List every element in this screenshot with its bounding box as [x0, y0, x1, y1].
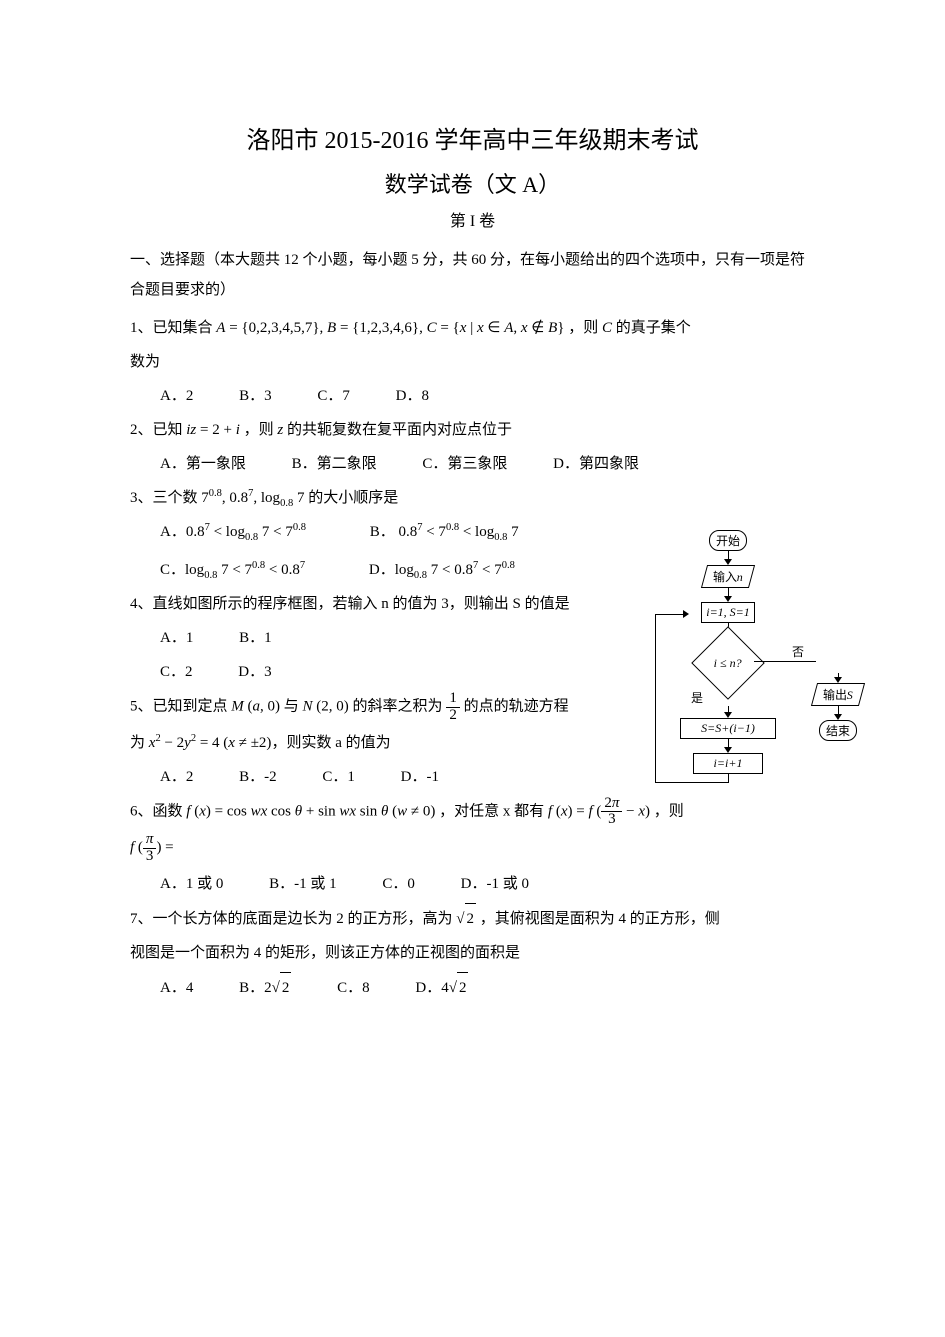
q2-opt-a: A．第一象限 — [160, 449, 246, 479]
fc-output: 输出 S — [811, 683, 865, 706]
q1-opt-b: B．3 — [239, 381, 272, 411]
q3-stem-pre: 3、三个数 — [130, 490, 201, 506]
flowchart-diagram: 开始 输入 n i=1, S=1 i ≤ n? 否 是 S=S+(i−1) i=… — [673, 530, 883, 774]
fc-yes-label: 是 — [691, 689, 703, 706]
title-section: 第 I 卷 — [130, 207, 815, 231]
q2-stem-post: ，则 z 的共轭复数在复平面内对应点位于 — [240, 422, 512, 438]
q6-options: A．1 或 0 B．-1 或 1 C．0 D．-1 或 0 — [130, 869, 815, 899]
q5-post: 的斜率之积为 — [349, 699, 447, 715]
q7-opt-a: A．4 — [160, 973, 193, 1003]
q1-opt-c: C．7 — [317, 381, 350, 411]
q6-mid: ，对任意 x 都有 — [435, 803, 548, 819]
q1-stem-pre: 1、已知集合 — [130, 320, 216, 336]
q6-opt-d: D．-1 或 0 — [461, 869, 529, 899]
q7-opt-d: D．4√2 — [415, 972, 468, 1003]
fc-cond: i ≤ n? — [691, 626, 765, 700]
q7-opt-c: C．8 — [337, 973, 370, 1003]
question-3: 3、三个数 70.8, 0.87, log0.8 7 的大小顺序是 — [130, 483, 815, 513]
q1-line2: 数为 — [130, 347, 815, 377]
q1-options: A．2 B．3 C．7 D．8 — [130, 381, 815, 411]
q6-opt-b: B．-1 或 1 — [269, 869, 337, 899]
q5-frac: 12 — [446, 691, 460, 724]
q4-opt-a: A．1 — [160, 623, 193, 653]
fc-init: i=1, S=1 — [701, 602, 755, 623]
q5-mid: 与 — [280, 699, 303, 715]
q2-opt-d: D．第四象限 — [553, 449, 639, 479]
fc-start: 开始 — [709, 530, 747, 551]
q6-pre: 6、函数 — [130, 803, 186, 819]
q6-frac2: π3 — [143, 832, 157, 865]
q5-pre: 5、已知到定点 — [130, 699, 231, 715]
q2-opt-b: B．第二象限 — [292, 449, 377, 479]
q3-opt-b: B． 0.87 < 70.8 < log0.8 7 — [370, 517, 519, 547]
question-2: 2、已知 iz = 2 + i ，则 z 的共轭复数在复平面内对应点位于 — [130, 415, 815, 445]
q4-opt-d: D．3 — [238, 657, 271, 687]
fc-no-label: 否 — [792, 643, 804, 660]
question-7-line2: 视图是一个面积为 4 的矩形，则该正方体的正视图的面积是 — [130, 938, 815, 968]
q5-l2-pre: 为 — [130, 735, 149, 751]
q7-opt-b: B．2√2 — [239, 972, 291, 1003]
q3-stem-post: 的大小顺序是 — [304, 490, 398, 506]
q1-stem-post: ，则 C 的真子集个 — [565, 320, 691, 336]
q5-end: 的点的轨迹方程 — [460, 699, 569, 715]
question-6-line2: f (π3) = — [130, 832, 815, 865]
q5-opt-c: C．1 — [322, 762, 355, 792]
q4-opt-c: C．2 — [160, 657, 193, 687]
fc-proc: S=S+(i−1) — [680, 718, 776, 739]
q2-options: A．第一象限 B．第二象限 C．第三象限 D．第四象限 — [130, 449, 815, 479]
fc-end: 结束 — [819, 720, 857, 741]
q5-opt-d: D．-1 — [401, 762, 439, 792]
question-1: 1、已知集合 A = {0,2,3,4,5,7}, B = {1,2,3,4,6… — [130, 313, 815, 343]
fc-incr: i=i+1 — [693, 753, 763, 774]
q5-opt-b: B．-2 — [239, 762, 277, 792]
q2-stem-pre: 2、已知 — [130, 422, 186, 438]
title-sub: 数学试卷（文 A） — [130, 167, 815, 199]
exam-page: 洛阳市 2015-2016 学年高中三年级期末考试 数学试卷（文 A） 第 I … — [0, 0, 945, 1337]
q4-opt-b: B．1 — [239, 623, 272, 653]
question-7-line1: 7、一个长方体的底面是边长为 2 的正方形，高为 √2 ，其俯视图是面积为 4 … — [130, 903, 815, 934]
q6-frac1: 2π3 — [601, 796, 622, 829]
q1-opt-d: D．8 — [396, 381, 429, 411]
q3-opt-a: A．0.87 < log0.8 7 < 70.8 — [160, 517, 306, 547]
section-1-heading: 一、选择题（本大题共 12 个小题，每小题 5 分，共 60 分，在每小题给出的… — [130, 245, 815, 305]
q6-opt-a: A．1 或 0 — [160, 869, 223, 899]
q5-l2-post: ，则实数 a 的值为 — [271, 735, 390, 751]
q5-opt-a: A．2 — [160, 762, 193, 792]
q6-opt-c: C．0 — [382, 869, 415, 899]
q3-opt-c: C．log0.8 7 < 70.8 < 0.87 — [160, 555, 305, 585]
fc-input: 输入 n — [701, 565, 755, 588]
title-main: 洛阳市 2015-2016 学年高中三年级期末考试 — [130, 120, 815, 155]
q3-opt-d: D．log0.8 7 < 0.87 < 70.8 — [369, 555, 515, 585]
question-6-line1: 6、函数 f (x) = cos wx cos θ + sin wx sin θ… — [130, 796, 815, 829]
q2-opt-c: C．第三象限 — [422, 449, 507, 479]
q6-end: ，则 — [650, 803, 684, 819]
q7-options: A．4 B．2√2 C．8 D．4√2 — [130, 972, 815, 1003]
q1-opt-a: A．2 — [160, 381, 193, 411]
